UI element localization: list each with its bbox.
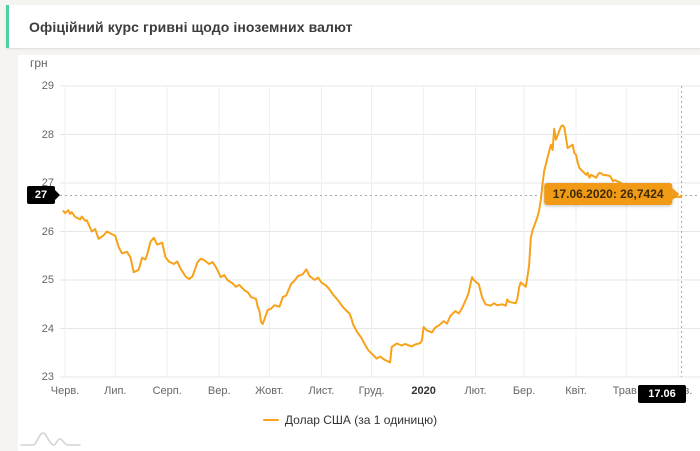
- x-tick-label: Бер.: [512, 385, 536, 397]
- legend-item-usd[interactable]: Долар США (за 1 одиницю): [0, 413, 700, 427]
- y-tick-label: 29: [41, 80, 54, 92]
- y-tick-label: 23: [41, 371, 54, 383]
- chart-card: [18, 55, 700, 451]
- x-tick-label: 2020: [411, 385, 436, 397]
- y-tick-label: 25: [41, 274, 54, 286]
- x-tick-label: Жовт.: [255, 385, 284, 397]
- y-tick-label: 24: [41, 322, 54, 335]
- y-tick-label: 27: [41, 177, 54, 189]
- x-tick-label: Вер.: [207, 385, 231, 397]
- x-tick-label: Черв.: [50, 385, 80, 397]
- crosshair-x-axis-badge: 17.06: [638, 385, 686, 403]
- x-tick-label: Лист.: [308, 385, 335, 397]
- y-tick-label: 26: [41, 225, 54, 238]
- x-tick-label: Груд.: [358, 385, 385, 397]
- crosshair-y-axis-badge: 27: [27, 186, 60, 205]
- legend-line-marker-icon: [262, 419, 279, 421]
- next-chart-preview-sparkline: [20, 432, 81, 446]
- chart-tooltip: 17.06.2020: 26,7424: [543, 183, 680, 206]
- x-tick-label: Лип.: [104, 385, 127, 397]
- x-tick-label: Трав.: [612, 385, 640, 397]
- y-axis-unit-label: грн: [30, 56, 48, 70]
- x-tick-label: Лют.: [464, 385, 487, 397]
- y-tick-label: 28: [41, 128, 54, 141]
- legend-label: Долар США (за 1 одиницю): [284, 413, 438, 427]
- page-title-bar: Офіційний курс гривні щодо іноземних вал…: [6, 5, 700, 48]
- x-tick-label: Серп.: [152, 385, 182, 397]
- page-title: Офіційний курс гривні щодо іноземних вал…: [29, 18, 353, 35]
- x-tick-label: Квіт.: [565, 385, 587, 397]
